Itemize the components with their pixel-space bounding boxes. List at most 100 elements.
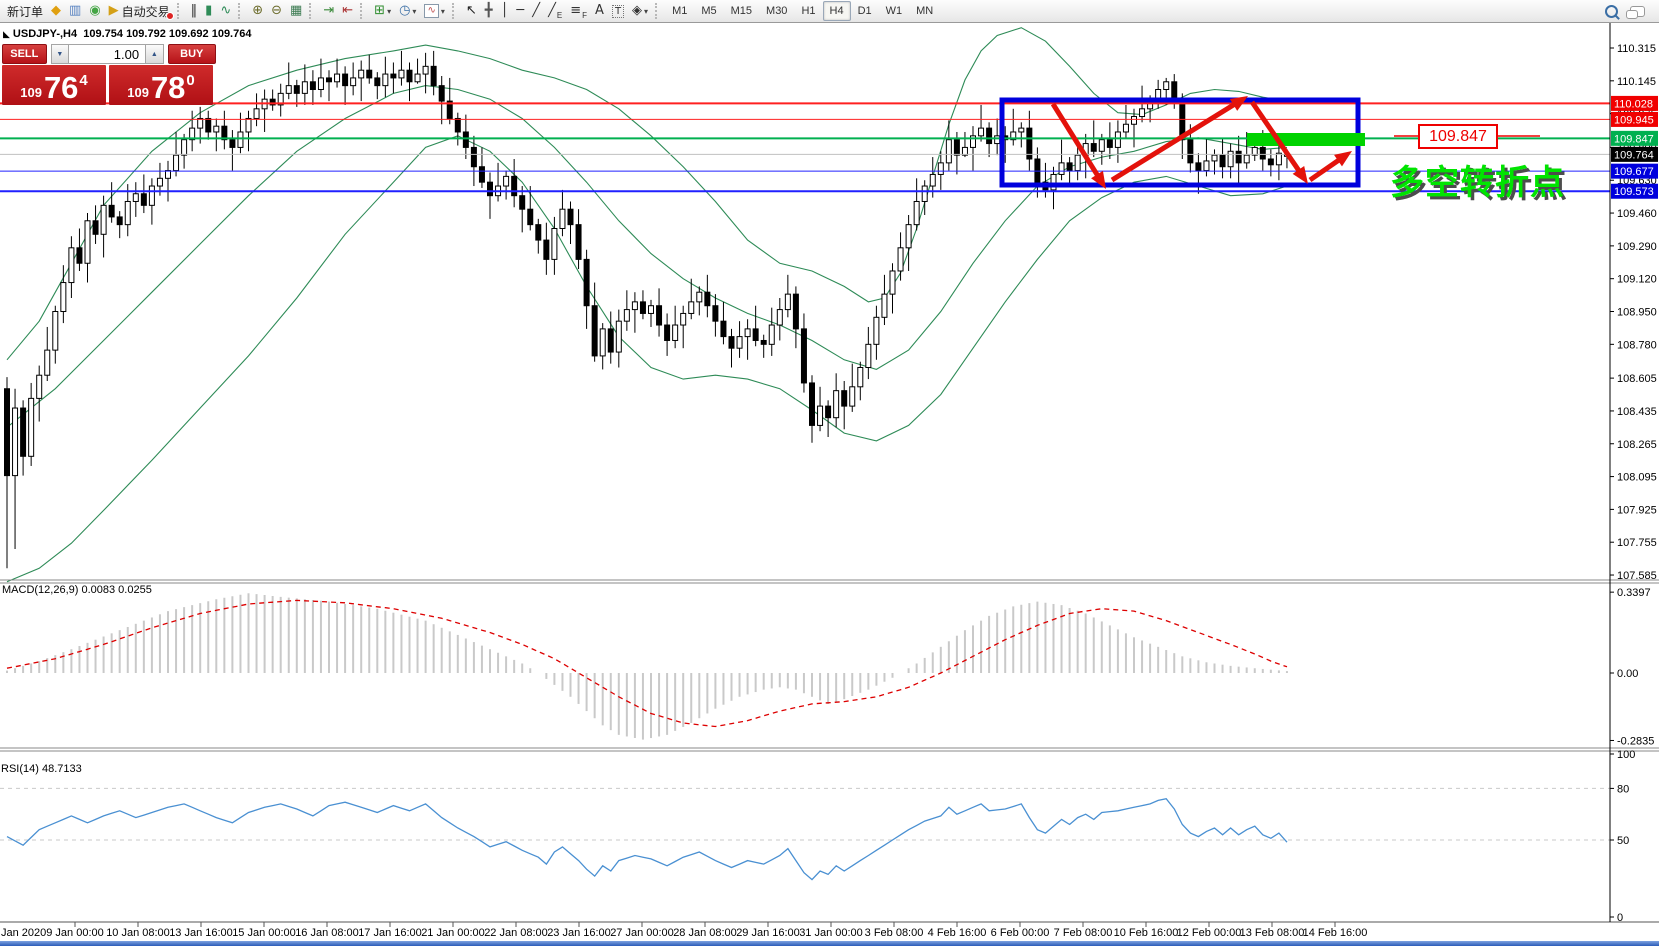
price-axis: 110.315110.145109.975109.800109.630109.4…	[1609, 23, 1658, 924]
vertical-line-icon[interactable]: │	[497, 1, 513, 21]
svg-text:110.028: 110.028	[1614, 98, 1653, 110]
svg-text:0: 0	[1617, 912, 1623, 924]
sell-price-box[interactable]: 109 76 4	[2, 65, 106, 105]
zoom-out-icon[interactable]: ⊖	[267, 1, 286, 21]
svg-text:110.315: 110.315	[1617, 43, 1656, 55]
vertical-line-icon: │	[500, 3, 509, 18]
candlestick-mode-icon[interactable]: ▮	[201, 1, 216, 21]
chart-shift-icon[interactable]: ⇤	[338, 1, 357, 21]
sell-price-small: 109	[20, 85, 42, 100]
timeframe-m1-button[interactable]: M1	[672, 5, 688, 17]
line-chart-mode-icon: ∿	[220, 3, 232, 18]
chat-icon[interactable]	[1626, 5, 1645, 19]
svg-text:109.945: 109.945	[1614, 114, 1654, 126]
broadcast-icon[interactable]: ◉	[85, 1, 104, 21]
sell-button[interactable]: SELL	[2, 44, 47, 64]
annotation-text[interactable]: 多空转折点	[1390, 164, 1565, 202]
chart-annotations[interactable]	[999, 96, 1540, 189]
timeframe-d1-button[interactable]: D1	[857, 5, 872, 17]
crosshair-icon: ╋	[484, 3, 493, 18]
taskbar-edge	[0, 941, 1659, 946]
support-zone-bar[interactable]	[1247, 133, 1365, 146]
arrows-icon[interactable]: ◈ ▾	[632, 3, 649, 18]
bollinger-bands	[6, 27, 1288, 583]
svg-text:17 Jan 16:00: 17 Jan 16:00	[358, 927, 422, 939]
text-icon[interactable]: A	[591, 1, 608, 21]
autotrading-button[interactable]: ▶ 自动交易	[105, 1, 174, 21]
svg-text:28 Jan 08:00: 28 Jan 08:00	[673, 927, 737, 939]
candlestick-series	[4, 50, 1290, 569]
svg-text:109.290: 109.290	[1617, 241, 1657, 253]
symbol-info: ◣ USDJPY-,H4 109.754 109.792 109.692 109.…	[3, 28, 251, 40]
price-tag	[1611, 95, 1658, 111]
timeframe-m5-button[interactable]: M5	[701, 5, 717, 17]
buy-button[interactable]: BUY	[167, 44, 216, 64]
price-tag	[1611, 146, 1658, 162]
timeframe-w1-button[interactable]: W1	[885, 5, 903, 17]
crosshair-icon[interactable]: ╋	[481, 1, 497, 21]
terminal-icon[interactable]: ▥	[65, 1, 85, 21]
svg-text:7 Feb 08:00: 7 Feb 08:00	[1054, 927, 1113, 939]
chart-canvas[interactable]: 110.315110.145109.975109.800109.630109.4…	[0, 23, 1659, 946]
svg-text:4 Feb 16:00: 4 Feb 16:00	[928, 927, 987, 939]
gold-ingot-icon[interactable]: ◆	[47, 1, 65, 21]
new-chart-icon[interactable]: ⊞ ▾	[374, 3, 392, 18]
svg-text:14 Feb 16:00: 14 Feb 16:00	[1303, 927, 1368, 939]
svg-text:107.755: 107.755	[1617, 537, 1657, 549]
price-callout-label[interactable]: 109.847	[1418, 124, 1498, 149]
line-chart-mode-icon[interactable]: ∿	[216, 1, 235, 21]
horizontal-line-icon[interactable]: ─	[512, 1, 528, 21]
svg-text:109.120: 109.120	[1617, 274, 1657, 286]
text-label-icon[interactable]: T	[608, 1, 628, 21]
zoom-in-icon[interactable]: ⊕	[248, 1, 267, 21]
svg-text:31 Jan 00:00: 31 Jan 00:00	[799, 927, 863, 939]
macd-pane	[6, 593, 1288, 740]
new-order-button-label: 新订单	[7, 4, 44, 19]
zoom-in-icon: ⊕	[252, 3, 264, 18]
volume-decrease-button[interactable]: ▼	[50, 44, 70, 64]
broadcast-icon: ◉	[89, 3, 101, 18]
timeframe-mn-button[interactable]: MN	[916, 5, 934, 17]
svg-text:6 Feb 00:00: 6 Feb 00:00	[991, 927, 1050, 939]
trendline-icon[interactable]: ╱	[528, 1, 544, 21]
auto-scroll-icon[interactable]: ⇥	[319, 1, 338, 21]
channel-icon[interactable]: ╱ E	[548, 3, 563, 21]
svg-text:16 Jan 08:00: 16 Jan 08:00	[295, 927, 359, 939]
buy-price-big: 78	[150, 70, 186, 105]
time-axis: Jan 2020 9 Jan 00:00 10 Jan 08:00 13 Jan 16…	[1, 922, 1367, 939]
buy-price-sup: 0	[186, 72, 195, 89]
volume-input[interactable]	[69, 44, 146, 64]
autotrading-button-label: 自动交易	[121, 4, 170, 19]
search-icon[interactable]	[1605, 4, 1618, 18]
periods-clock-icon[interactable]: ◷ ▾	[399, 3, 417, 18]
timeframe-h1-button[interactable]: H1	[801, 5, 816, 17]
svg-text:50: 50	[1617, 835, 1629, 847]
fibonacci-icon[interactable]: ≡ F	[570, 3, 588, 21]
buy-price-box[interactable]: 109 78 0	[109, 65, 213, 105]
fibonacci-icon: ≡	[570, 3, 582, 18]
svg-text:108.265: 108.265	[1617, 439, 1657, 451]
svg-text:Jan 2020: Jan 2020	[1, 927, 46, 939]
timeframe-h4-button[interactable]: H4	[822, 1, 851, 21]
recording-dot-icon	[165, 12, 174, 20]
trend-arrow-head	[1091, 170, 1106, 189]
timeframe-m15-button[interactable]: M15	[730, 5, 753, 17]
chart-window[interactable]: 110.315110.145109.975109.800109.630109.4…	[0, 23, 1659, 946]
trend-arrow-head	[1334, 151, 1352, 167]
cursor-icon[interactable]: ↖	[462, 1, 481, 21]
timeframe-m30-button[interactable]: M30	[766, 5, 788, 17]
svg-text:0.00: 0.00	[1617, 668, 1638, 680]
pane-dividers[interactable]	[0, 579, 1659, 923]
new-order-button[interactable]: 新订单	[0, 1, 47, 21]
svg-text:10 Feb 16:00: 10 Feb 16:00	[1114, 927, 1179, 939]
indicators-icon[interactable]: ∿ ▾	[420, 1, 448, 21]
svg-text:3 Feb 08:00: 3 Feb 08:00	[865, 927, 924, 939]
periods-clock-icon: ◷	[399, 3, 411, 18]
chart-symbol-icon: ◣	[3, 29, 10, 39]
bar-chart-mode-icon[interactable]: ‖	[187, 1, 202, 21]
svg-text:108.605: 108.605	[1617, 373, 1657, 385]
tile-windows-icon[interactable]: ▦	[286, 1, 306, 21]
svg-text:9 Jan 00:00: 9 Jan 00:00	[46, 927, 104, 939]
volume-increase-button[interactable]: ▲	[145, 44, 164, 64]
svg-text:109.677: 109.677	[1614, 166, 1654, 178]
